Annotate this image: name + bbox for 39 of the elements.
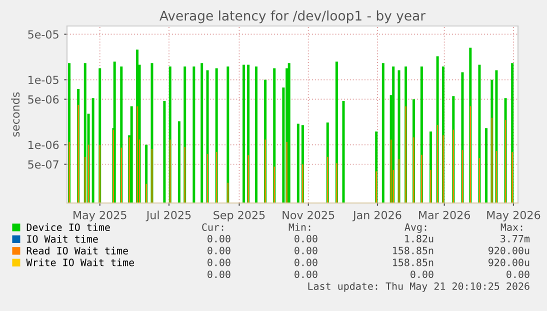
x-tick-label: Mar 2026 — [419, 210, 470, 220]
legend-label: Device IO time — [26, 223, 110, 232]
text: Last update: Thu May 21 20:10:25 2026 — [308, 282, 530, 292]
text: 3.77m — [500, 234, 530, 242]
text: 920.00u — [488, 246, 530, 254]
legend-label: IO Wait time — [27, 235, 98, 243]
text: 0.00 — [208, 234, 230, 242]
text: Avg: — [404, 223, 426, 233]
text: 158.85n — [393, 258, 434, 266]
x-tick-label: May 2025 — [74, 210, 126, 222]
text: 0.00 — [208, 270, 230, 278]
text: 0.00 — [506, 270, 530, 278]
y-tick-label: 5e-06 — [28, 95, 59, 104]
y-tick-label: 5e-07 — [28, 160, 58, 169]
text: 0.00 — [294, 246, 318, 254]
text: 0.00 — [294, 234, 318, 242]
y-tick-label: 1e-06 — [28, 140, 59, 150]
text: 0.00 — [294, 258, 318, 266]
x-tick-label: Jan 2026 — [352, 210, 402, 222]
chart-title: Average latency for /dev/loop1 - by year — [160, 10, 426, 24]
text: Min: — [288, 223, 310, 231]
x-tick-label: Nov 2025 — [282, 210, 334, 220]
text: 158.85n — [393, 246, 434, 254]
text: 0.00 — [294, 270, 318, 278]
y-axis-title: seconds — [11, 92, 20, 137]
y-tick-label: 5e-05 — [28, 30, 58, 39]
x-tick-label: May 2026 — [487, 210, 540, 222]
legend-label: Read IO Wait time — [26, 246, 128, 255]
text: 0.00 — [410, 270, 434, 278]
x-tick-label: Jul 2025 — [146, 210, 191, 222]
text: 1.82u — [405, 234, 434, 242]
y-tick-label: 1e-05 — [28, 76, 58, 84]
x-tick-label: Sep 2025 — [214, 210, 265, 222]
text: Cur: — [202, 223, 224, 231]
text: 0.00 — [208, 246, 230, 254]
text: Max: — [500, 223, 522, 231]
text: 920.00u — [488, 258, 530, 266]
text: 0.00 — [208, 258, 230, 266]
legend-label: Write IO Wait time — [26, 258, 134, 266]
